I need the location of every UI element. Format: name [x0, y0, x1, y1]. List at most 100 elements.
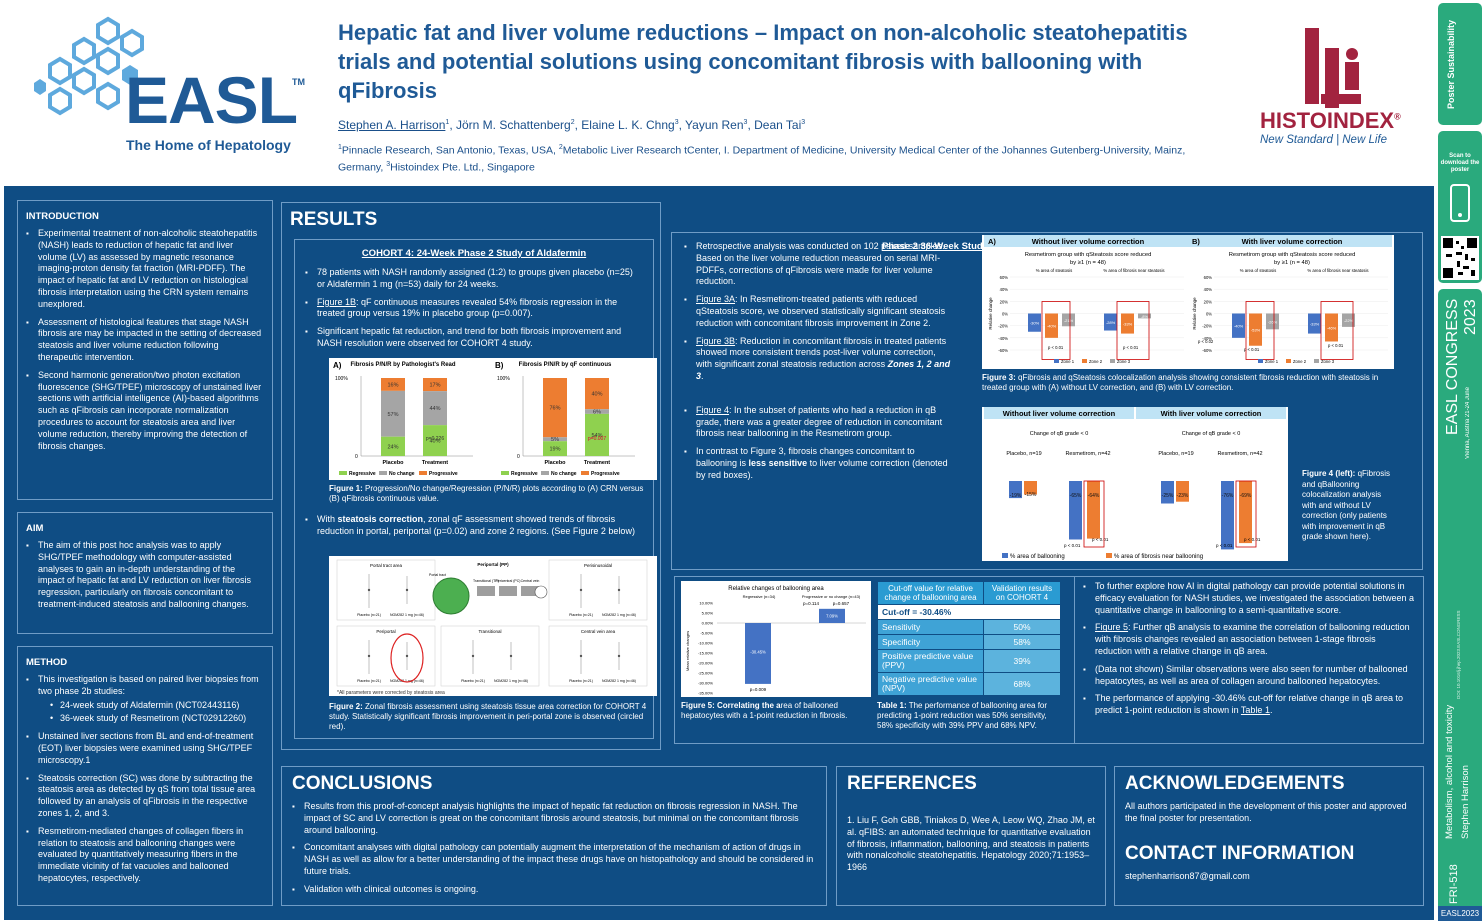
zone-label: Central vein — [521, 579, 540, 583]
introduction-panel: INTRODUCTION Experimental treatment of n… — [17, 200, 273, 500]
congress-label: EASL CONGRESS 2023 — [1444, 299, 1479, 436]
tick-label: -15.00% — [698, 651, 713, 656]
histoindex-logo: HISTOINDEX® New Standard | New Life — [1255, 22, 1425, 152]
tick-label: 5.00% — [702, 611, 714, 616]
bar — [1266, 313, 1279, 330]
table-row: Positive predictive value (PPV) 39% — [877, 649, 1061, 673]
legend-swatch — [501, 471, 509, 475]
group-label: Placebo (n=21) — [357, 679, 381, 683]
data-label: 5% — [551, 437, 559, 443]
panel-label: A) — [988, 237, 996, 246]
bar — [1325, 313, 1338, 342]
group-label: NGM282 1 mg (n=46) — [602, 613, 636, 617]
qr-code-icon[interactable] — [1441, 236, 1479, 280]
bar — [819, 608, 845, 623]
subplot-frame — [336, 625, 436, 687]
figure-2-caption: Figure 2: Zonal fibrosis assessment usin… — [329, 702, 647, 731]
mean-point — [579, 588, 583, 592]
group-label: Progressive or no change (n=43) — [802, 594, 861, 599]
axis-label: Mean relative changes — [685, 631, 690, 671]
bar-segment — [423, 378, 447, 392]
figure-5: Relative changes of ballooning area Regre… — [681, 581, 871, 697]
figure-3-chart: A) Without liver volume correction Resmeti… — [984, 235, 1392, 364]
data-label: 17% — [429, 383, 440, 389]
bar — [1121, 313, 1134, 334]
p-value: p < 0.01 — [1123, 345, 1139, 350]
group-label: Placebo (n=21) — [357, 613, 381, 617]
aim-heading: AIM — [26, 523, 44, 534]
year-tag: EASL2023 — [1438, 906, 1482, 921]
bar-segment — [585, 413, 609, 456]
download-panel[interactable]: Scan to download the poster — [1438, 131, 1482, 283]
figure-link[interactable]: Figure 1B — [317, 296, 357, 307]
mean-point — [405, 588, 409, 592]
bar — [745, 623, 771, 684]
topic-label: Metabolism, alcohol and toxicity — [1444, 704, 1455, 839]
figure-link[interactable]: Figure 4 — [696, 404, 730, 415]
mean-point — [405, 654, 409, 658]
bar — [1161, 481, 1174, 504]
hexagon-cluster-icon — [34, 16, 144, 116]
affiliations: 1Pinnacle Research, San Antonio, Texas, … — [338, 144, 1186, 173]
p-value: p=0.226 — [426, 436, 444, 442]
panel-title-bar — [984, 235, 1188, 247]
list-item: Unstained liver sections from BL and end… — [26, 731, 264, 766]
easl-wordmark: EASL — [125, 63, 298, 137]
chart-title: Resmetirom group with qSteatosis score r… — [1025, 252, 1152, 258]
subplot-frame — [548, 625, 648, 687]
results-panel: RESULTS COHORT 4: 24-Week Phase 2 Study … — [281, 202, 661, 750]
data-label: 54% — [591, 433, 602, 439]
list-item: Figure 1B: qF continuous measures reveal… — [305, 297, 643, 321]
group-label: Placebo (n=21) — [569, 613, 593, 617]
p-value: p < 0.01 — [1244, 347, 1260, 352]
bar — [1062, 313, 1075, 327]
list-item: In contrast to Figure 3, fibrosis change… — [684, 446, 954, 481]
list-item: Experimental treatment of non-alcoholic … — [26, 228, 264, 311]
list-item: Retrospective analysis was conducted on … — [684, 241, 954, 288]
subplot-title: Central vein area — [581, 629, 616, 634]
subplot-title: Perisinusoidal — [584, 563, 612, 568]
table-row: Specificity 58% — [877, 634, 1061, 650]
figure-link[interactable]: Figure 3B — [696, 335, 736, 346]
chart-title: Relative changes of ballooning area — [728, 586, 824, 592]
table-link[interactable]: Table 1 — [1240, 705, 1270, 716]
conclusions-heading: CONCLUSIONS — [292, 773, 433, 794]
bar-segment — [585, 378, 609, 410]
tick-label: 0% — [1002, 312, 1008, 317]
tick-label: 10.00% — [699, 601, 713, 606]
zone-block — [477, 586, 495, 596]
figure-link[interactable]: Figure 5 — [1095, 622, 1129, 633]
table-1: Cut-off value for relative change of bal… — [877, 581, 1061, 696]
bar — [1009, 481, 1022, 499]
acknowledgements-heading: ACKNOWLEDGEMENTS — [1125, 773, 1345, 794]
figure-link[interactable]: Figure 3A — [696, 294, 736, 305]
data-label: -21% — [1064, 318, 1074, 323]
contact-email[interactable]: stephenharrison87@gmail.com — [1125, 870, 1250, 881]
subplot-frame — [548, 559, 648, 621]
data-label: 57% — [387, 412, 398, 418]
legend-label: Zone 3 — [1117, 359, 1131, 364]
panel-title-bar — [1136, 407, 1286, 419]
poster-header: EASL TM The Home of Hepatology Hepatic f… — [0, 0, 1434, 186]
bar-segment — [585, 409, 609, 414]
bar — [1176, 481, 1189, 502]
data-label: -8% — [1141, 314, 1149, 319]
tick-label: 40% — [1204, 287, 1213, 292]
list-item: The aim of this post hoc analysis was to… — [26, 540, 264, 611]
legend-swatch — [339, 471, 347, 475]
subgroup-label: % area of steatosis — [1036, 268, 1073, 273]
group-label: Placebo (n=21) — [461, 679, 485, 683]
list-item: Results from this proof-of-concept analy… — [292, 801, 816, 836]
category-label: Treatment — [422, 460, 448, 466]
mean-point — [617, 654, 621, 658]
tick-label: -20% — [1202, 324, 1212, 329]
figure-4-chart: Without liver volume correction Change of… — [984, 407, 1286, 560]
central-vein-icon — [534, 585, 548, 599]
panel-title: With liver volume correction — [1161, 409, 1262, 418]
method-panel: METHOD This investigation is based on pa… — [17, 646, 273, 906]
panel-title: Without liver volume correction — [1003, 409, 1116, 418]
bar — [1069, 481, 1082, 540]
list-item: Resmetirom-mediated changes of collagen … — [26, 826, 264, 885]
tick-label: -35.00% — [698, 691, 713, 696]
histoindex-tagline: New Standard | New Life — [1260, 134, 1387, 146]
